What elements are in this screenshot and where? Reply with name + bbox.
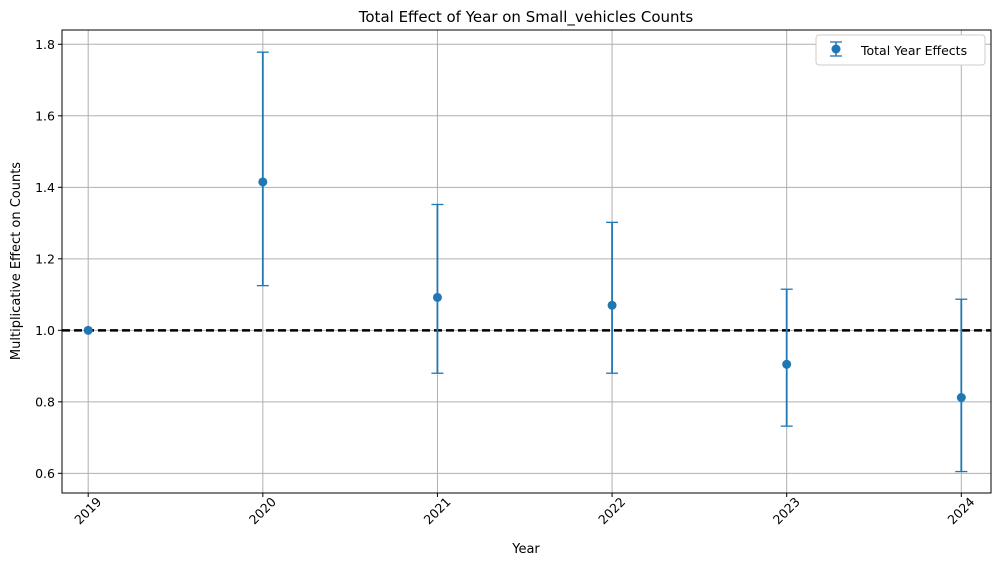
y-tick-label: 1.6 (35, 108, 55, 123)
y-axis-label: Multiplicative Effect on Counts (9, 162, 24, 360)
y-tick-label: 1.2 (35, 251, 55, 266)
data-point (83, 325, 93, 335)
legend: Total Year Effects (815, 34, 986, 66)
grid-lines (62, 30, 991, 493)
y-tick-label: 1.0 (35, 323, 55, 338)
data-point (607, 300, 617, 310)
legend-marker (830, 41, 842, 57)
chart-title: Total Effect of Year on Small_vehicles C… (358, 8, 694, 27)
data-point (432, 292, 442, 302)
y-tick-label: 0.8 (35, 394, 55, 409)
legend-box (815, 34, 986, 66)
data-point (258, 177, 268, 187)
x-tick-label: 2023 (770, 494, 803, 527)
plot-area-frame (61, 29, 992, 494)
y-tick-label: 1.4 (35, 180, 55, 195)
x-axis-label: Year (511, 542, 540, 557)
x-tick-label: 2019 (71, 494, 104, 527)
x-tick-label: 2021 (421, 494, 454, 527)
y-axis-ticks: 0.6 0.8 1.0 1.2 1.4 1.6 1.8 (35, 37, 62, 481)
x-tick-label: 2022 (595, 494, 628, 527)
data-point (782, 359, 792, 369)
legend-point (831, 44, 841, 54)
y-tick-label: 0.6 (35, 466, 55, 481)
data-marks (83, 51, 968, 473)
x-axis-ticks: 2019 2020 2021 2022 2023 2024 (71, 493, 978, 527)
data-point (956, 393, 966, 403)
x-tick-label: 2024 (944, 494, 977, 527)
legend-label: Total Year Effects (860, 43, 967, 58)
y-tick-label: 1.8 (35, 37, 55, 52)
x-tick-label: 2020 (246, 494, 279, 527)
